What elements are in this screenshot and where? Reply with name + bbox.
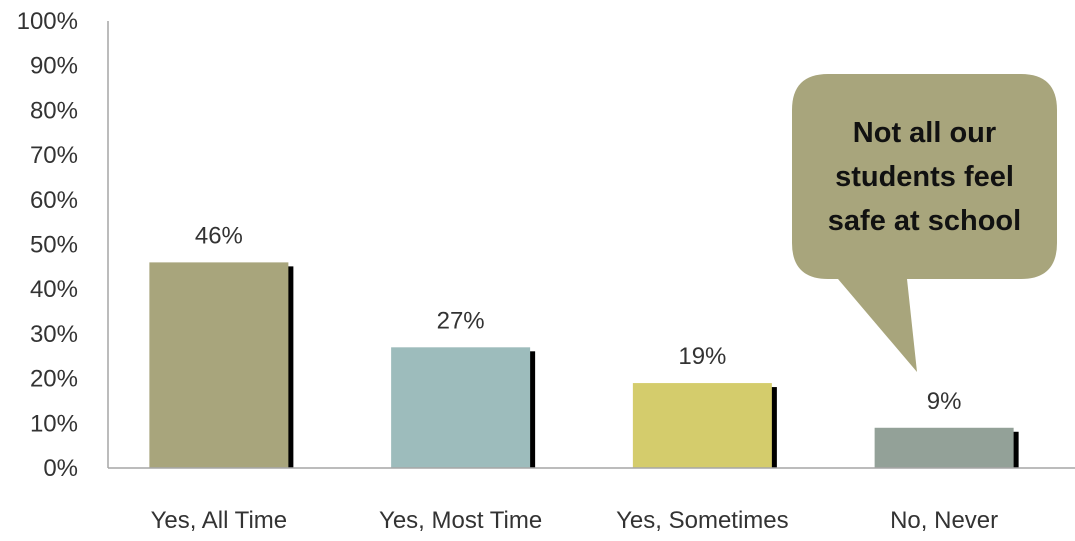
y-tick-label: 50% (30, 232, 78, 259)
y-tick-label: 80% (30, 97, 78, 124)
y-tick-label: 70% (30, 142, 78, 169)
data-label: 9% (927, 388, 962, 415)
bar (632, 383, 772, 468)
y-tick-label: 100% (17, 8, 78, 35)
data-label: 27% (437, 307, 485, 334)
data-label: 46% (195, 222, 243, 249)
y-tick-label: 90% (30, 53, 78, 80)
y-tick-label: 20% (30, 366, 78, 393)
y-tick-label: 0% (43, 455, 78, 482)
y-tick-label: 10% (30, 410, 78, 437)
x-category-label: Yes, Sometimes (616, 507, 789, 534)
y-tick-label: 40% (30, 276, 78, 303)
x-axis: Yes, All Time Yes, Most Time Yes, Sometime… (108, 467, 1075, 534)
y-tick-label: 60% (30, 187, 78, 214)
bars: 46% 27% 19% 9% (149, 222, 1019, 468)
bar (874, 427, 1014, 468)
x-category-label: Yes, All Time (151, 507, 288, 534)
x-category-label: No, Never (890, 507, 998, 534)
x-category-label: Yes, Most Time (379, 507, 542, 534)
callout-shape (792, 74, 1057, 372)
bar (391, 347, 531, 468)
callout-bubble (792, 74, 1057, 372)
y-tick-label: 30% (30, 321, 78, 348)
y-axis: 0% 10% 20% 30% 40% 50% 60% 70% 80% 90% 100% (17, 8, 109, 482)
callout-text: Not all our students feel safe at school (827, 116, 1022, 237)
data-label: 19% (678, 343, 726, 370)
bar (149, 262, 289, 468)
